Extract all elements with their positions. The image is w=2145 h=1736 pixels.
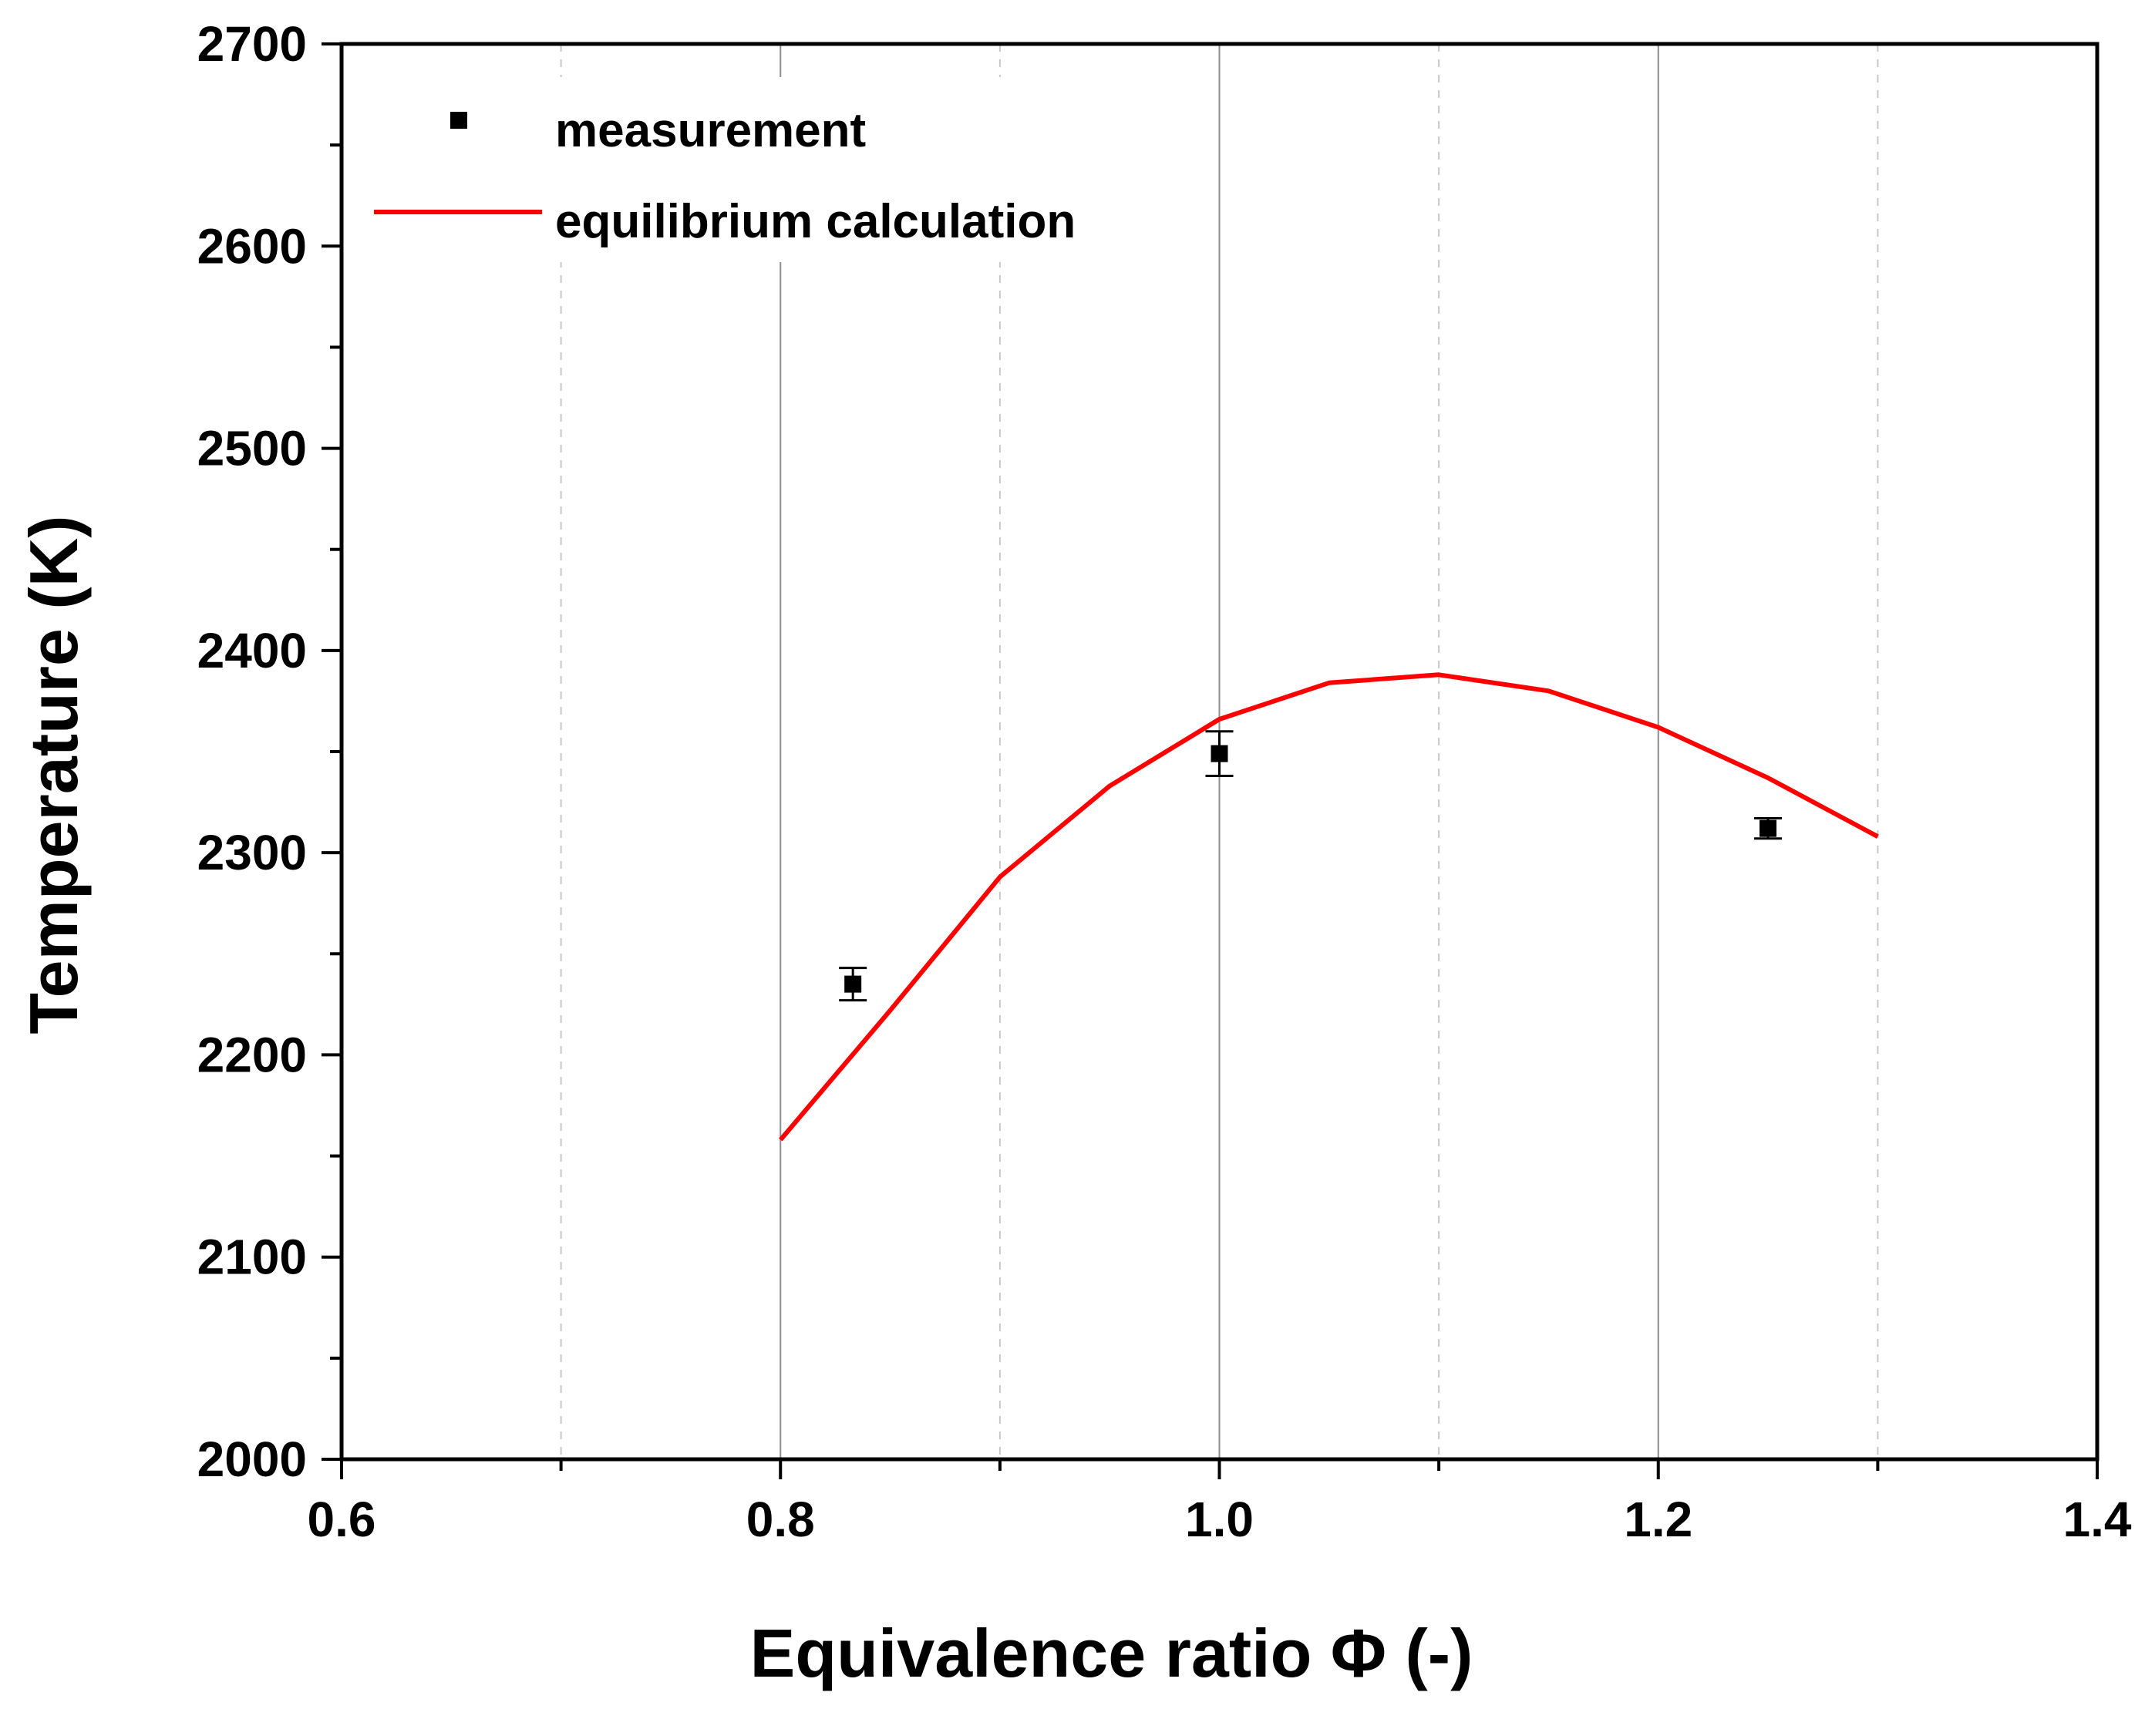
legend-label-equilibrium: equilibrium calculation [555, 195, 1076, 248]
data-point-measurement [1759, 819, 1777, 837]
x-tick-label: 1.0 [1185, 1492, 1254, 1547]
legend-marker-measurement [450, 112, 467, 129]
y-tick-label: 2100 [197, 1230, 307, 1285]
legend-background [362, 77, 1164, 262]
x-tick-label: 0.6 [308, 1492, 376, 1547]
x-tick-label: 1.4 [2063, 1492, 2132, 1547]
y-tick-label: 2400 [197, 623, 307, 678]
y-axis-title: Temperature (K) [15, 515, 92, 1034]
x-tick-label: 0.8 [746, 1492, 815, 1547]
y-tick-label: 2500 [197, 421, 307, 476]
grid-layer [560, 44, 1879, 1459]
labels-layer: 0.6 0.8 1.0 1.2 1.4 2000 2100 2200 2300 2400 2500 2… [15, 16, 2132, 1691]
x-axis-title: Equivalence ratio Φ (-) [750, 1615, 1473, 1691]
series-line-equilibrium-calculation [779, 672, 1879, 1142]
y-tick-label: 2700 [197, 16, 307, 72]
legend-label-measurement: measurement [555, 104, 866, 157]
series-layer [779, 672, 1879, 1142]
axes-layer [322, 42, 2100, 1479]
y-tick-label: 2200 [197, 1027, 307, 1082]
data-point-measurement [1211, 745, 1228, 762]
x-tick-label: 1.2 [1624, 1492, 1692, 1547]
data-point-measurement [844, 975, 862, 993]
legend: measurement equilibrium calculation [362, 77, 1164, 262]
y-tick-label: 2000 [197, 1432, 307, 1487]
y-tick-label: 2600 [197, 218, 307, 274]
y-tick-label: 2300 [197, 825, 307, 880]
